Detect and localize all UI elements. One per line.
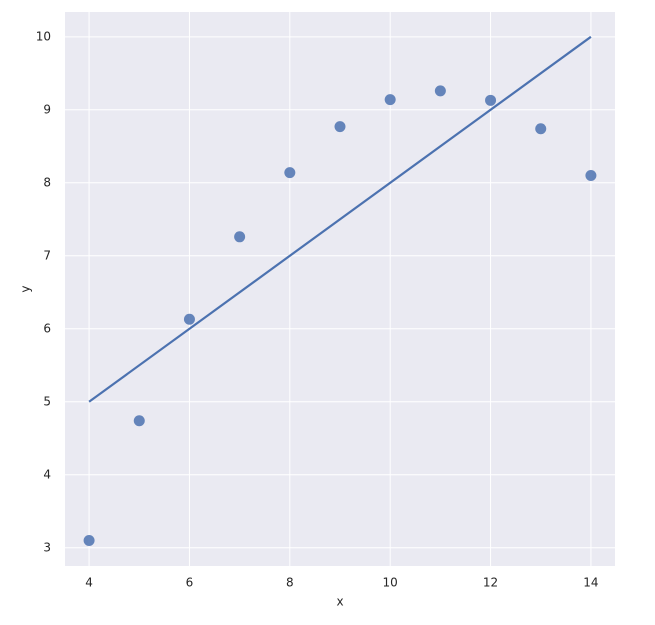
point [434, 85, 446, 97]
y-axis-label: y [19, 285, 33, 292]
point [485, 94, 497, 106]
y-tick-label: 8 [43, 175, 51, 189]
y-tick-label: 10 [36, 29, 51, 43]
point [133, 415, 145, 427]
y-tick-label: 5 [43, 394, 51, 408]
x-tick-label: 8 [286, 576, 294, 590]
plot-area [65, 12, 615, 566]
point [284, 167, 296, 179]
x-axis-label: x [336, 595, 343, 609]
x-tick-label: 14 [583, 576, 598, 590]
y-tick-label: 6 [43, 321, 51, 335]
x-tick-label: 10 [383, 576, 398, 590]
y-tick-label: 9 [43, 102, 51, 116]
point [535, 123, 547, 135]
y-tick-label: 3 [43, 540, 51, 554]
regression-line [88, 35, 592, 403]
x-tick-label: 12 [483, 576, 498, 590]
point [183, 313, 195, 325]
point [384, 94, 396, 106]
y-tick-label: 4 [43, 467, 51, 481]
point [83, 534, 95, 546]
y-tick-label: 7 [43, 248, 51, 262]
point [234, 231, 246, 243]
x-tick-label: 4 [85, 576, 93, 590]
x-tick-label: 6 [186, 576, 194, 590]
point [585, 169, 597, 181]
point [334, 121, 346, 133]
